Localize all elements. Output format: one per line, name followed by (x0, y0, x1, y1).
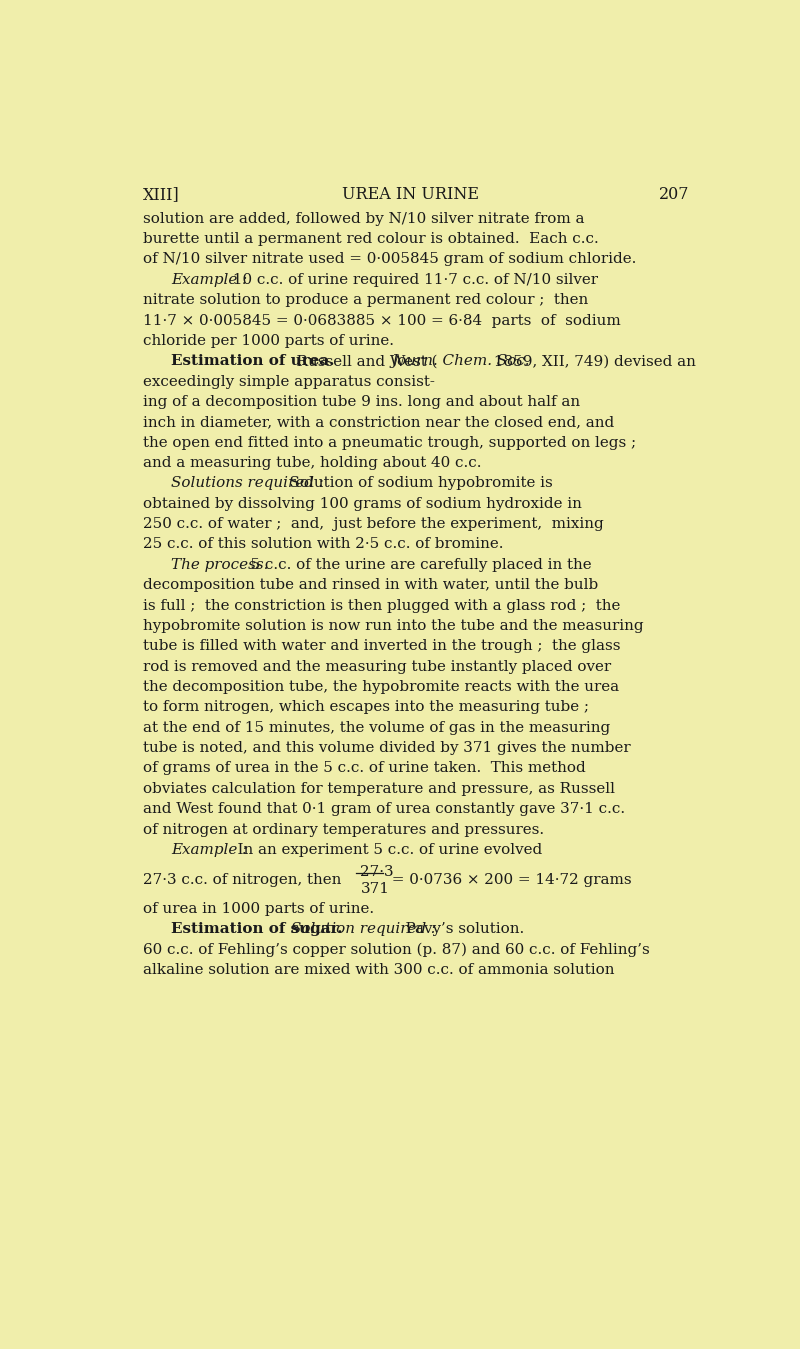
Text: UREA IN URINE: UREA IN URINE (342, 186, 478, 202)
Text: 27·3 c.c. of nitrogen, then: 27·3 c.c. of nitrogen, then (143, 873, 346, 886)
Text: of N/10 silver nitrate used = 0·005845 gram of sodium chloride.: of N/10 silver nitrate used = 0·005845 g… (143, 252, 637, 267)
Text: 60 c.c. of Fehling’s copper solution (p. 87) and 60 c.c. of Fehling’s: 60 c.c. of Fehling’s copper solution (p.… (143, 943, 650, 956)
Text: Journ. Chem. Soc.: Journ. Chem. Soc. (391, 355, 530, 368)
Text: chloride per 1000 parts of urine.: chloride per 1000 parts of urine. (143, 335, 394, 348)
Text: inch in diameter, with a constriction near the closed end, and: inch in diameter, with a constriction ne… (143, 415, 614, 429)
Text: and West found that 0·1 gram of urea constantly gave 37·1 c.c.: and West found that 0·1 gram of urea con… (143, 803, 626, 816)
Text: tube is filled with water and inverted in the trough ;  the glass: tube is filled with water and inverted i… (143, 639, 621, 653)
Text: 207: 207 (658, 186, 689, 202)
Text: exceedingly simple apparatus consist-: exceedingly simple apparatus consist- (143, 375, 435, 389)
Text: is full ;  the constriction is then plugged with a glass rod ;  the: is full ; the constriction is then plugg… (143, 599, 621, 612)
Text: 25 c.c. of this solution with 2·5 c.c. of bromine.: 25 c.c. of this solution with 2·5 c.c. o… (143, 537, 504, 552)
Text: ing of a decomposition tube 9 ins. long and about half an: ing of a decomposition tube 9 ins. long … (143, 395, 581, 409)
Text: tube is noted, and this volume divided by 371 gives the number: tube is noted, and this volume divided b… (143, 741, 631, 755)
Text: the open end fitted into a pneumatic trough, supported on legs ;: the open end fitted into a pneumatic tro… (143, 436, 637, 449)
Text: at the end of 15 minutes, the volume of gas in the measuring: at the end of 15 minutes, the volume of … (143, 720, 610, 735)
Text: alkaline solution are mixed with 300 c.c. of ammonia solution: alkaline solution are mixed with 300 c.c… (143, 963, 615, 977)
Text: decomposition tube and rinsed in with water, until the bulb: decomposition tube and rinsed in with wa… (143, 579, 598, 592)
Text: 371: 371 (361, 882, 390, 896)
Text: solution are added, followed by N/10 silver nitrate from a: solution are added, followed by N/10 sil… (143, 212, 585, 225)
Text: In an experiment 5 c.c. of urine evolved: In an experiment 5 c.c. of urine evolved (228, 843, 542, 857)
Text: the decomposition tube, the hypobromite reacts with the urea: the decomposition tube, the hypobromite … (143, 680, 619, 693)
Text: 27·3: 27·3 (360, 865, 394, 880)
Text: 11·7 × 0·005845 = 0·0683885 × 100 = 6·84  parts  of  sodium: 11·7 × 0·005845 = 0·0683885 × 100 = 6·84… (143, 313, 621, 328)
Text: 250 c.c. of water ;  and,  just before the experiment,  mixing: 250 c.c. of water ; and, just before the… (143, 517, 604, 532)
Text: 10 c.c. of urine required 11·7 c.c. of N/10 silver: 10 c.c. of urine required 11·7 c.c. of N… (228, 272, 598, 287)
Text: to form nitrogen, which escapes into the measuring tube ;: to form nitrogen, which escapes into the… (143, 700, 590, 715)
Text: burette until a permanent red colour is obtained.  Each c.c.: burette until a permanent red colour is … (143, 232, 599, 246)
Text: nitrate solution to produce a permanent red colour ;  then: nitrate solution to produce a permanent … (143, 293, 589, 308)
Text: The process.: The process. (171, 558, 269, 572)
Text: XIII]: XIII] (143, 186, 180, 202)
Text: = 0·0736 × 200 = 14·72 grams: = 0·0736 × 200 = 14·72 grams (387, 873, 632, 886)
Text: rod is removed and the measuring tube instantly placed over: rod is removed and the measuring tube in… (143, 660, 611, 673)
Text: Estimation of sugar.: Estimation of sugar. (171, 923, 343, 936)
Text: obviates calculation for temperature and pressure, as Russell: obviates calculation for temperature and… (143, 782, 615, 796)
Text: 1859, XII, 749) devised an: 1859, XII, 749) devised an (490, 355, 696, 368)
Text: Example :: Example : (171, 272, 247, 287)
Text: Solution of sodium hypobromite is: Solution of sodium hypobromite is (280, 476, 553, 491)
Text: Estimation of urea.: Estimation of urea. (171, 355, 335, 368)
Text: Pavy’s solution.: Pavy’s solution. (396, 923, 525, 936)
Text: and a measuring tube, holding about 40 c.c.: and a measuring tube, holding about 40 c… (143, 456, 482, 469)
Text: of grams of urea in the 5 c.c. of urine taken.  This method: of grams of urea in the 5 c.c. of urine … (143, 761, 586, 776)
Text: of urea in 1000 parts of urine.: of urea in 1000 parts of urine. (143, 902, 374, 916)
Text: Solution required :: Solution required : (291, 923, 436, 936)
Text: Example :: Example : (171, 843, 247, 857)
Text: 5 c.c. of the urine are carefully placed in the: 5 c.c. of the urine are carefully placed… (242, 558, 592, 572)
Text: of nitrogen at ordinary temperatures and pressures.: of nitrogen at ordinary temperatures and… (143, 823, 545, 836)
Text: hypobromite solution is now run into the tube and the measuring: hypobromite solution is now run into the… (143, 619, 644, 633)
Text: obtained by dissolving 100 grams of sodium hydroxide in: obtained by dissolving 100 grams of sodi… (143, 496, 582, 511)
Text: Russell and West (: Russell and West ( (287, 355, 438, 368)
Text: Solutions required :: Solutions required : (171, 476, 324, 491)
